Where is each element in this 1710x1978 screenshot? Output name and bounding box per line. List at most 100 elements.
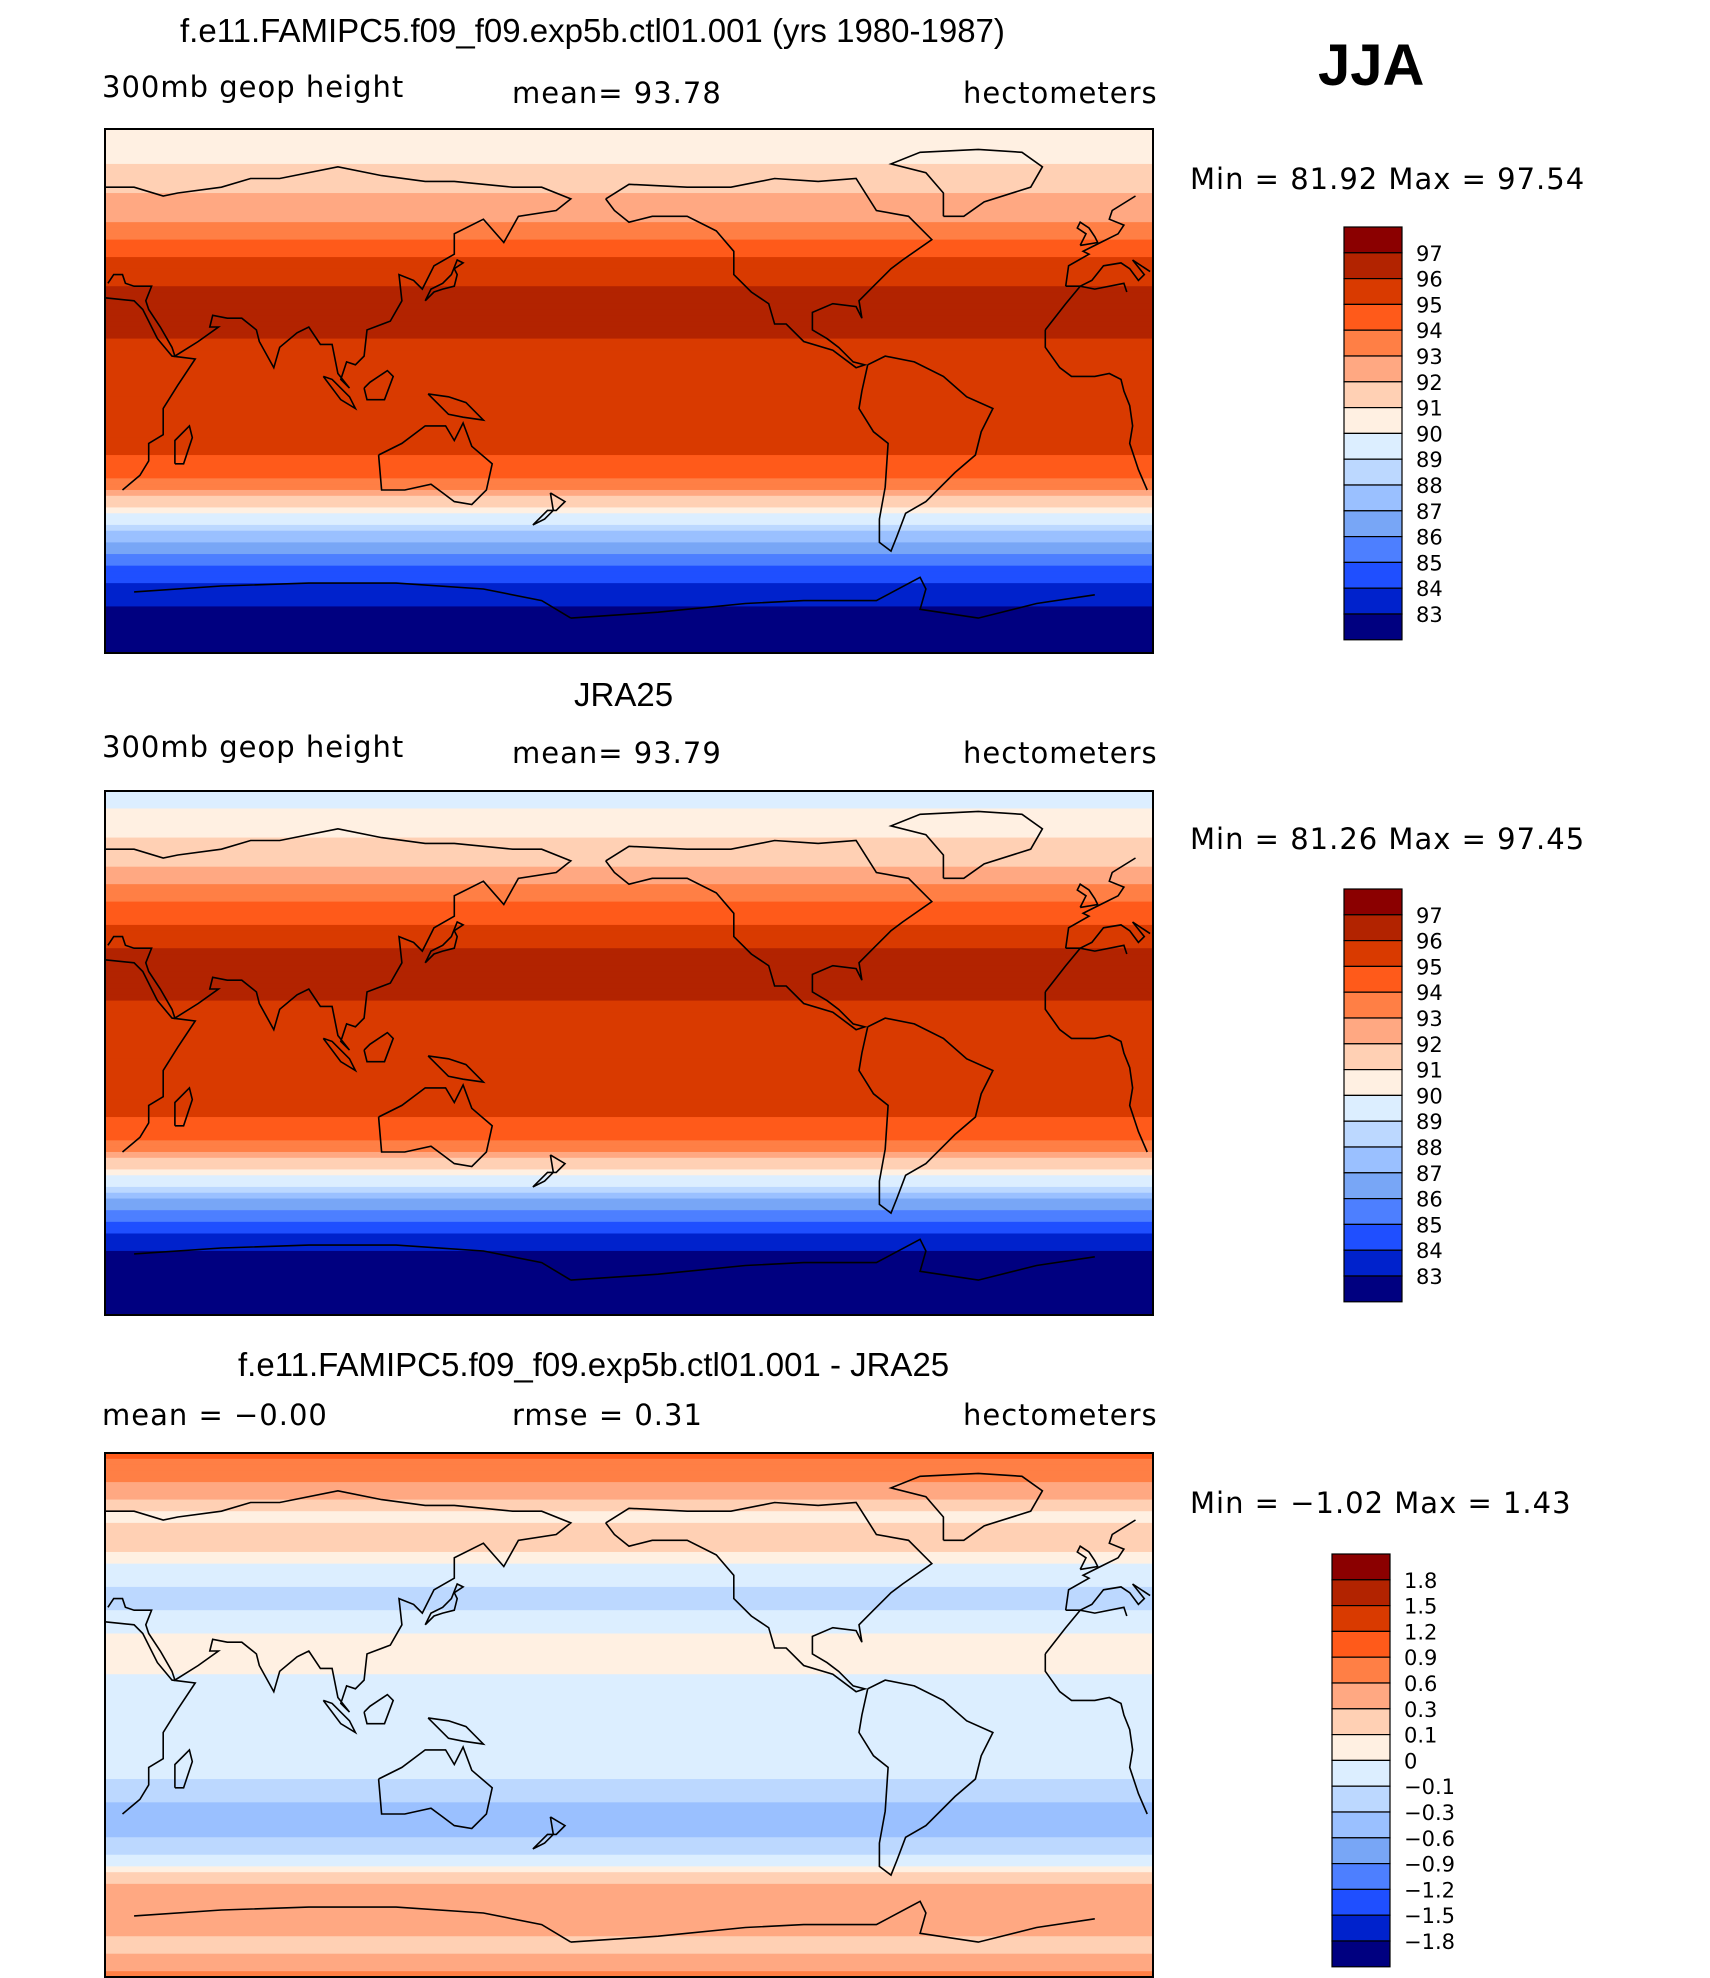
- colorbar-swatch: [1343, 510, 1403, 538]
- contour-band: [105, 959, 1153, 967]
- contour-band: [105, 1256, 1153, 1264]
- contour-band: [105, 332, 1153, 340]
- contour-band: [105, 1598, 1153, 1605]
- contour-band: [105, 1918, 1153, 1926]
- colorbar-swatch: [1343, 1043, 1403, 1071]
- contour-band: [105, 507, 1153, 514]
- contour-band: [105, 1872, 1153, 1879]
- contour-band: [105, 571, 1153, 578]
- contour-band: [105, 1656, 1153, 1664]
- coastline: [134, 1900, 1095, 1943]
- contour-band: [105, 146, 1153, 153]
- contour-band: [105, 1912, 1153, 1920]
- contour-band: [105, 647, 1153, 654]
- panel-2-minmax: Min = 81.26 Max = 97.45: [1190, 822, 1586, 856]
- contour-band: [105, 169, 1153, 177]
- contour-band: [105, 1668, 1153, 1675]
- contour-band: [105, 1470, 1153, 1477]
- season-label: JJA: [1318, 33, 1425, 98]
- contour-band: [105, 1285, 1153, 1293]
- colorbar-swatch: [1331, 1759, 1391, 1787]
- contour-band: [105, 1280, 1153, 1287]
- colorbar-swatch: [1343, 329, 1403, 357]
- contour-band: [105, 274, 1153, 281]
- contour-band: [105, 1146, 1153, 1153]
- contour-band: [105, 1210, 1153, 1217]
- contour-band: [105, 1482, 1153, 1489]
- contour-band: [105, 268, 1153, 276]
- contour-band: [105, 1227, 1153, 1235]
- contour-band: [105, 1487, 1153, 1495]
- colorbar-swatch: [1343, 355, 1403, 383]
- contour-band: [105, 257, 1153, 264]
- contour-band: [105, 884, 1153, 891]
- contour-band: [105, 1274, 1153, 1281]
- contour-band: [105, 924, 1153, 932]
- contour-band: [105, 866, 1153, 874]
- contour-band: [105, 1140, 1153, 1147]
- contour-band: [105, 988, 1153, 996]
- panel-3-map: [104, 1452, 1154, 1978]
- coastline: [377, 1083, 494, 1168]
- contour-band: [105, 1309, 1153, 1316]
- contour-band: [105, 414, 1153, 421]
- contour-band: [105, 820, 1153, 827]
- panel-1-units-label: hectometers: [963, 76, 1158, 110]
- contour-band: [105, 315, 1153, 322]
- coastline: [605, 177, 934, 369]
- coastline: [104, 944, 1148, 1153]
- contour-band: [105, 501, 1153, 509]
- contour-band: [105, 1621, 1153, 1629]
- colorbar-swatch: [1343, 252, 1403, 280]
- colorbar-swatch: [1343, 1275, 1403, 1303]
- map-bands: [105, 129, 1153, 654]
- coastline: [363, 369, 395, 401]
- contour-band: [105, 326, 1153, 334]
- colorbar-tick-label: 88: [1416, 474, 1443, 498]
- contour-band: [105, 1157, 1153, 1165]
- contour-band: [105, 373, 1153, 380]
- contour-band: [105, 425, 1153, 433]
- colorbar-tick-label: 84: [1416, 1239, 1443, 1263]
- contour-band: [105, 1029, 1153, 1037]
- colorbar-tick-label: 89: [1416, 1110, 1443, 1134]
- contour-band: [105, 583, 1153, 590]
- colorbar-tick-label: 90: [1416, 1084, 1443, 1108]
- contour-band: [105, 1744, 1153, 1751]
- contour-band: [105, 1186, 1153, 1194]
- contour-band: [105, 338, 1153, 346]
- contour-band: [105, 1639, 1153, 1646]
- contour-band: [105, 802, 1153, 810]
- contour-band: [105, 478, 1153, 485]
- colorbar-tick-label: 95: [1416, 293, 1443, 317]
- contour-band: [105, 1499, 1153, 1506]
- colorbar-swatch: [1331, 1888, 1391, 1916]
- contour-band: [105, 1947, 1153, 1955]
- contour-band: [105, 1551, 1153, 1559]
- contour-band: [105, 913, 1153, 920]
- contour-band: [105, 158, 1153, 165]
- contour-band: [105, 565, 1153, 573]
- contour-band: [105, 1924, 1153, 1932]
- contour-band: [105, 443, 1153, 450]
- contour-band: [105, 1802, 1153, 1809]
- contour-band: [105, 1837, 1153, 1844]
- colorbar-tick-label: 88: [1416, 1136, 1443, 1160]
- colorbar-tick-label: 0: [1404, 1749, 1417, 1773]
- contour-band: [105, 1546, 1153, 1553]
- contour-band: [105, 1250, 1153, 1258]
- contour-band: [105, 175, 1153, 182]
- colorbar-swatch: [1331, 1811, 1391, 1839]
- contour-band: [105, 1796, 1153, 1803]
- colorbar-swatch: [1331, 1682, 1391, 1710]
- contour-band: [105, 1239, 1153, 1246]
- coastline: [134, 1238, 1095, 1281]
- colorbar-swatch: [1343, 965, 1403, 993]
- contour-band: [105, 796, 1153, 804]
- colorbar-swatch: [1343, 991, 1403, 1019]
- contour-band: [105, 1575, 1153, 1582]
- panel-3-title: f.e11.FAMIPC5.f09_f09.exp5b.ctl01.001 - …: [238, 1346, 950, 1383]
- colorbar-swatch: [1343, 888, 1403, 916]
- contour-band: [105, 1610, 1153, 1617]
- coastline: [858, 355, 994, 553]
